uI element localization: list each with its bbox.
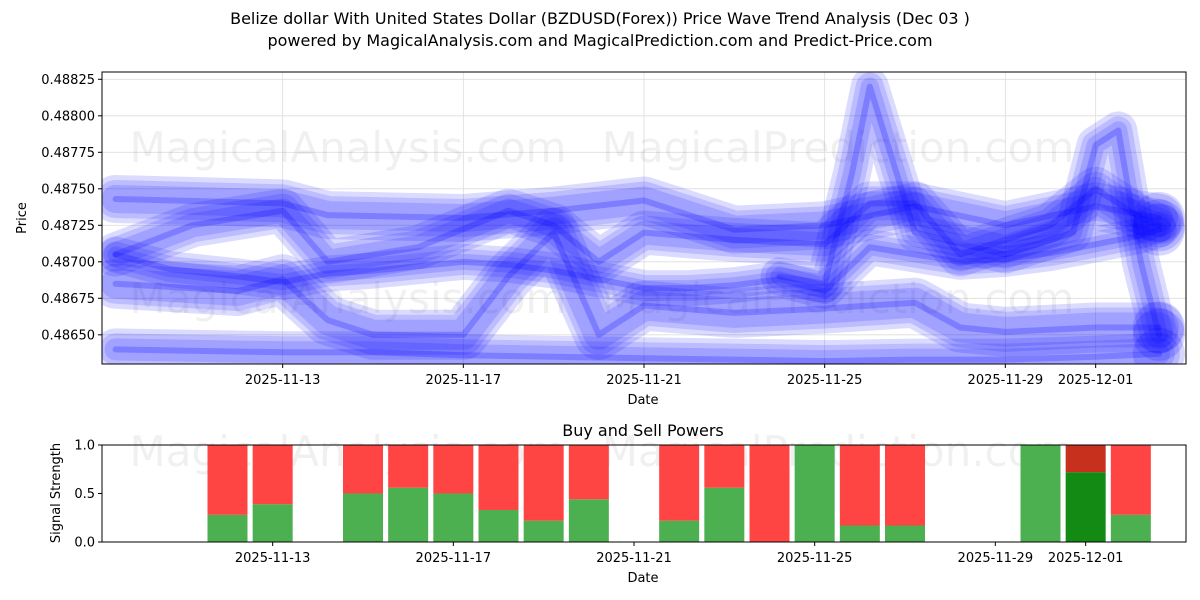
wave-endpoint (1132, 327, 1185, 364)
signal-x-axis-label: Date (627, 571, 658, 586)
sell-power-bar (839, 445, 880, 526)
wave-series-wave-high-cycle (102, 171, 1176, 279)
buy-power-bar (343, 493, 383, 542)
price-y-axis-label: Price (15, 202, 30, 234)
signal-y-tick-label: 0.5 (74, 487, 95, 502)
price-wave-panel: MagicalAnalysis.com MagicalPrediction.co… (15, 71, 1187, 408)
buy-power-bar (207, 514, 248, 542)
buy-power-bar (388, 487, 429, 542)
buy-power-bar (433, 493, 474, 542)
signal-panel-title: Buy and Sell Powers (562, 421, 724, 440)
sell-power-bar (704, 445, 745, 488)
wave-series-wave-upper-band (102, 175, 1183, 254)
buy-power-bar (659, 520, 700, 542)
signal-y-axis-label: Signal Strength (49, 443, 64, 543)
price-x-tick-label: 2025-11-29 (968, 373, 1044, 388)
sell-power-bar (885, 445, 925, 526)
price-y-tick-label: 0.48675 (41, 292, 95, 307)
price-y-tick-label: 0.48650 (41, 328, 95, 343)
wave-series-wave-trend-main-core (112, 226, 1162, 294)
sell-power-bar (478, 445, 519, 510)
price-y-tick-label: 0.48775 (41, 146, 95, 161)
wave-series-wave-trend-main (102, 211, 1177, 309)
price-y-tick-label: 0.48725 (41, 219, 95, 234)
signal-x-tick-label: 2025-12-01 (1048, 551, 1124, 566)
wave-series-wave-lower-band-core (112, 346, 1162, 364)
buy-power-bar (885, 525, 925, 542)
price-y-tick-label: 0.48825 (41, 73, 95, 88)
signal-panel: Buy and Sell Powers MagicalAnalysis.com … (49, 421, 1187, 586)
price-x-tick-label: 2025-11-13 (245, 373, 321, 388)
price-x-tick-label: 2025-11-17 (426, 373, 502, 388)
sell-power-bar (568, 445, 609, 500)
wave-series-wave-low-cycle-core (112, 229, 1162, 338)
sell-power-bar (433, 445, 474, 494)
wave-series-wave-spike (760, 72, 1178, 354)
watermark-text: MagicalAnalysis.com (130, 274, 567, 323)
buy-power-bar (1020, 445, 1061, 542)
wave-series-wave-high-cycle (102, 166, 1181, 284)
wave-series-wave-spike (770, 77, 1168, 344)
buy-power-bar (839, 525, 880, 542)
chart-subtitle: powered by MagicalAnalysis.com and Magic… (267, 31, 933, 50)
wave-series-wave-low-cycle (102, 207, 1184, 360)
signal-y-tick-label: 1.0 (74, 439, 95, 454)
price-x-tick-label: 2025-11-25 (787, 373, 863, 388)
wave-series-wave-upper-band (102, 180, 1178, 249)
sell-power-bar (659, 445, 700, 521)
price-x-tick-label: 2025-12-01 (1058, 373, 1134, 388)
signal-y-tick-label: 0.0 (74, 536, 95, 551)
price-y-tick-label: 0.48700 (41, 255, 95, 270)
wave-endpoint (1132, 203, 1185, 256)
wave-series-wave-upper-band-core (112, 196, 1162, 233)
sell-power-bar (1110, 445, 1151, 515)
wave-series-wave-lower-band (104, 338, 1170, 364)
sell-power-bar (343, 445, 383, 494)
wave-series-wave-high-cycle-core (112, 185, 1162, 265)
buy-power-bar (1065, 472, 1106, 542)
signal-x-tick-label: 2025-11-29 (958, 551, 1034, 566)
signal-x-tick-label: 2025-11-21 (596, 551, 672, 566)
buy-power-bar (1110, 514, 1151, 542)
wave-series-wave-lower-band (102, 328, 1180, 364)
buy-power-bar (478, 509, 519, 542)
buy-power-bar (568, 499, 609, 542)
buy-power-bar (794, 445, 835, 542)
sell-power-bar (1065, 445, 1106, 473)
buy-power-bar (704, 487, 745, 542)
wave-endpoint (1132, 301, 1185, 354)
watermark-text: MagicalPrediction.com (602, 274, 1075, 323)
wave-series-wave-low-cycle (102, 217, 1174, 350)
wave-series-wave-lower-band (102, 333, 1175, 364)
wave-series-wave-spike (765, 72, 1173, 349)
wave-endpoint (1132, 192, 1185, 244)
chart-title: Belize dollar With United States Dollar … (230, 9, 970, 28)
watermark-text: MagicalAnalysis.com (130, 123, 567, 172)
wave-series-wave-upper-band (102, 185, 1173, 244)
price-x-axis-label: Date (627, 393, 658, 408)
wave-series-wave-trend-main (102, 216, 1172, 304)
buy-power-bar (523, 520, 564, 542)
wave-series-wave-spike-core (776, 83, 1162, 338)
price-y-tick-label: 0.48750 (41, 182, 95, 197)
wave-endpoint (1132, 308, 1185, 361)
sell-power-bar (749, 445, 790, 542)
sell-power-bar (523, 445, 564, 521)
wave-series-wave-trend-main (107, 221, 1167, 299)
sell-power-bar (252, 445, 293, 505)
wave-series-wave-low-cycle (102, 212, 1179, 355)
sell-power-bar (388, 445, 429, 488)
sell-power-bar (207, 445, 248, 515)
signal-x-tick-label: 2025-11-25 (777, 551, 853, 566)
price-x-tick-label: 2025-11-21 (606, 373, 682, 388)
signal-x-tick-label: 2025-11-17 (416, 551, 492, 566)
wave-endpoint (1132, 199, 1185, 252)
wave-series-wave-high-cycle (103, 176, 1171, 274)
signal-x-tick-label: 2025-11-13 (235, 551, 311, 566)
price-y-tick-label: 0.48800 (41, 109, 95, 124)
watermark-text: MagicalPrediction.com (602, 123, 1075, 172)
buy-power-bar (252, 504, 293, 542)
